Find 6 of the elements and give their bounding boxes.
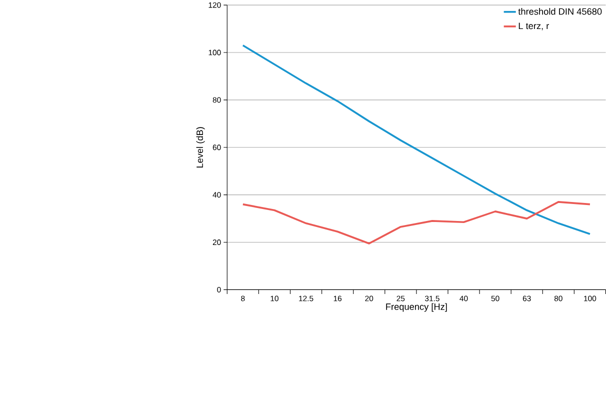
legend-label: threshold DIN 45680 — [518, 8, 602, 15]
line-series — [242, 201, 591, 245]
line-series — [242, 44, 591, 236]
x-axis-title: Frequency [Hz] — [386, 303, 447, 312]
legend-label: L terz, r — [518, 22, 550, 30]
y-axis-title: Level (dB) — [196, 127, 205, 168]
